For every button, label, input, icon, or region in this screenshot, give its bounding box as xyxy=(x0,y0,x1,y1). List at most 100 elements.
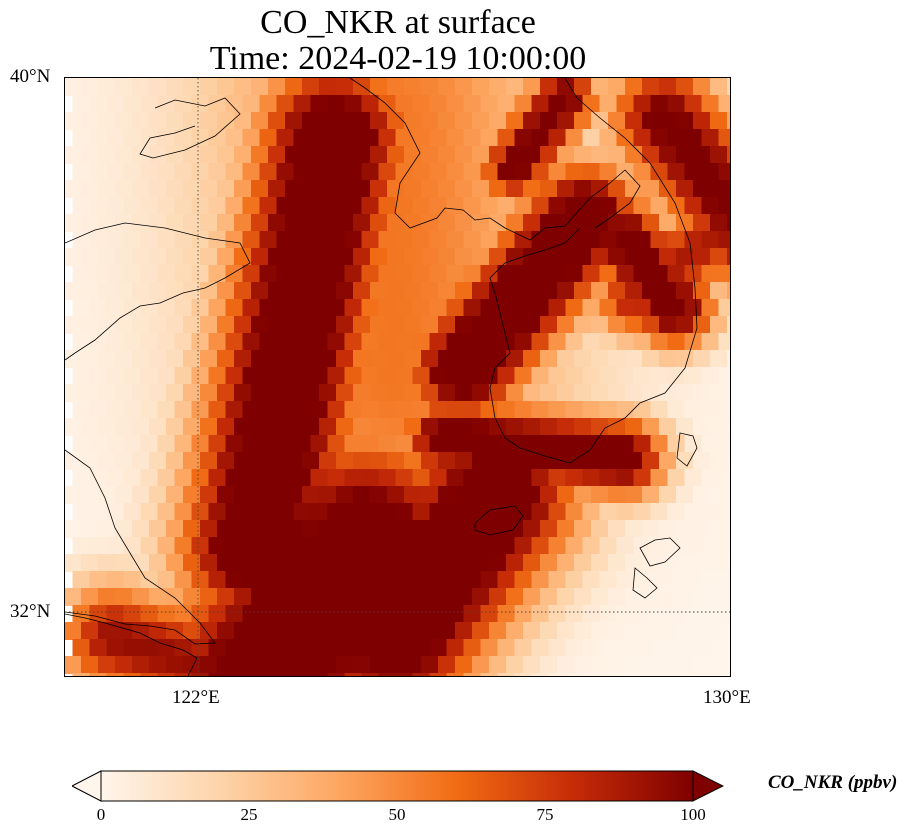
concentration-cell xyxy=(72,231,92,249)
concentration-cell xyxy=(412,299,432,317)
concentration-cell xyxy=(208,95,228,113)
concentration-cell xyxy=(106,435,126,453)
concentration-cell xyxy=(455,656,474,674)
concentration-cell xyxy=(531,197,551,215)
concentration-cell xyxy=(633,673,653,676)
concentration-cell xyxy=(319,554,338,572)
concentration-cell xyxy=(268,282,287,300)
concentration-cell xyxy=(667,231,687,249)
concentration-cell xyxy=(599,265,619,283)
concentration-cell xyxy=(480,537,500,555)
concentration-cell xyxy=(565,299,585,317)
concentration-cell xyxy=(310,231,330,249)
concentration-cell xyxy=(157,537,177,555)
concentration-cell xyxy=(404,520,423,538)
concentration-cell xyxy=(404,452,423,470)
concentration-cell xyxy=(183,554,202,572)
concentration-cell xyxy=(531,605,551,623)
concentration-cell xyxy=(710,554,729,572)
concentration-cell xyxy=(582,537,602,555)
concentration-cell xyxy=(429,197,449,215)
concentration-cell xyxy=(531,333,551,351)
concentration-cell xyxy=(633,367,653,385)
concentration-cell xyxy=(225,639,245,657)
concentration-cell xyxy=(72,503,92,521)
concentration-cell xyxy=(438,622,457,640)
concentration-cell xyxy=(540,282,559,300)
concentration-cell xyxy=(412,673,432,676)
concentration-cell xyxy=(378,95,398,113)
concentration-cell xyxy=(633,95,653,113)
concentration-cell xyxy=(676,180,695,198)
concentration-cell xyxy=(106,605,126,623)
concentration-cell xyxy=(336,112,355,130)
concentration-cell xyxy=(591,418,610,436)
concentration-cell xyxy=(378,537,398,555)
concentration-cell xyxy=(480,333,500,351)
concentration-cell xyxy=(89,537,109,555)
concentration-cell xyxy=(557,656,576,674)
concentration-cell xyxy=(89,401,109,419)
concentration-cell xyxy=(616,469,636,487)
concentration-cell xyxy=(727,622,730,640)
concentration-cell xyxy=(497,299,517,317)
concentration-cell xyxy=(98,554,117,572)
concentration-cell xyxy=(404,146,423,164)
concentration-cell xyxy=(591,112,610,130)
concentration-cell xyxy=(506,452,525,470)
concentration-cell xyxy=(574,418,593,436)
concentration-cell xyxy=(285,112,304,130)
concentration-cell xyxy=(259,95,279,113)
concentration-cell xyxy=(336,486,355,504)
concentration-cell xyxy=(319,384,338,402)
concentration-cell xyxy=(531,469,551,487)
concentration-cell xyxy=(676,214,695,232)
concentration-cell xyxy=(540,588,559,606)
concentration-cell xyxy=(268,78,287,96)
concentration-cell xyxy=(514,639,534,657)
concentration-cell xyxy=(361,639,381,657)
concentration-cell xyxy=(421,112,440,130)
concentration-cell xyxy=(174,367,194,385)
concentration-cell xyxy=(727,180,730,198)
concentration-cell xyxy=(302,452,321,470)
concentration-cell xyxy=(514,333,534,351)
concentration-cell xyxy=(98,452,117,470)
concentration-cell xyxy=(455,520,474,538)
concentration-cell xyxy=(633,299,653,317)
concentration-cell xyxy=(302,350,321,368)
concentration-cell xyxy=(123,401,143,419)
concentration-cell xyxy=(89,435,109,453)
concentration-cell xyxy=(234,418,253,436)
concentration-cell xyxy=(650,367,670,385)
concentration-cell xyxy=(625,214,644,232)
concentration-cell xyxy=(404,248,423,266)
concentration-cell xyxy=(582,571,602,589)
concentration-cell xyxy=(157,95,177,113)
concentration-cell xyxy=(480,469,500,487)
concentration-cell xyxy=(540,214,559,232)
concentration-cell xyxy=(667,163,687,181)
concentration-cell xyxy=(446,571,466,589)
concentration-cell xyxy=(514,673,534,676)
concentration-cell xyxy=(548,537,568,555)
concentration-cell xyxy=(514,401,534,419)
concentration-cell xyxy=(174,503,194,521)
concentration-cell xyxy=(574,588,593,606)
concentration-cell xyxy=(149,622,168,640)
concentration-cell xyxy=(489,452,508,470)
concentration-cell xyxy=(157,163,177,181)
concentration-cell xyxy=(548,129,568,147)
concentration-cell xyxy=(115,282,134,300)
concentration-cell xyxy=(701,673,721,676)
concentration-cell xyxy=(81,656,100,674)
concentration-cell xyxy=(429,401,449,419)
concentration-cell xyxy=(302,520,321,538)
map-panel[interactable] xyxy=(64,77,731,677)
concentration-cell xyxy=(633,605,653,623)
concentration-cell xyxy=(225,605,245,623)
concentration-cell xyxy=(166,452,185,470)
concentration-cell xyxy=(242,673,262,676)
concentration-cell xyxy=(523,622,542,640)
concentration-cell xyxy=(259,129,279,147)
